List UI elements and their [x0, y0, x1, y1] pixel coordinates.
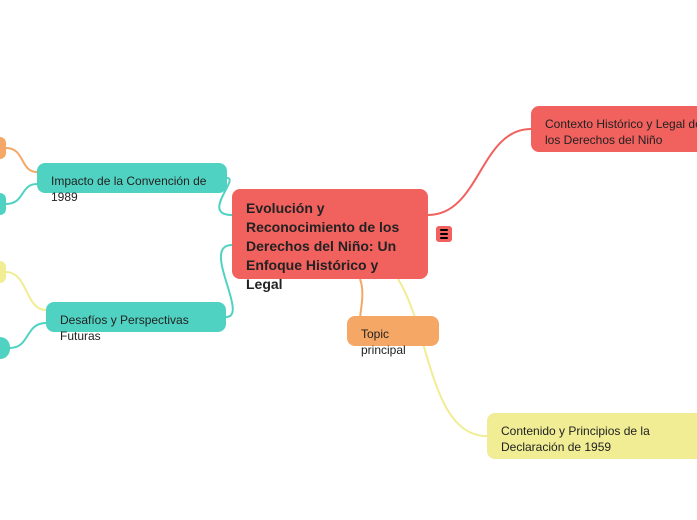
connector-desafios-e4: [10, 323, 46, 348]
node-label: Topic principal: [361, 327, 406, 357]
edge-node-2[interactable]: [0, 193, 6, 215]
connector-contexto: [428, 129, 531, 215]
edge-node-3[interactable]: [0, 261, 6, 283]
node-topic-principal[interactable]: Topic principal: [347, 316, 439, 346]
central-node[interactable]: Evolución y Reconocimiento de los Derech…: [232, 189, 428, 279]
connector-impacto-e1: [6, 148, 37, 172]
connector-desafios-e3: [6, 272, 46, 310]
node-label: Contenido y Principios de la Declaración…: [501, 424, 650, 454]
node-contenido-principios[interactable]: Contenido y Principios de la Declaración…: [487, 413, 697, 459]
note-icon-bar: [440, 233, 448, 235]
node-impacto-convencion[interactable]: Impacto de la Convención de 1989: [37, 163, 227, 193]
central-node-label: Evolución y Reconocimiento de los Derech…: [246, 200, 399, 292]
connector-impacto-e2: [6, 184, 37, 204]
mindmap-canvas: { "background": "#ffffff", "central": { …: [0, 0, 697, 520]
note-icon-bar: [440, 229, 448, 231]
connector-contenido: [398, 279, 487, 436]
edge-node-1[interactable]: [0, 137, 6, 159]
edge-node-4[interactable]: [0, 337, 10, 359]
note-icon-bar: [440, 237, 448, 239]
node-label: Desafíos y Perspectivas Futuras: [60, 313, 189, 343]
node-label: Contexto Histórico y Legal de los Derech…: [545, 117, 697, 147]
note-icon[interactable]: [436, 226, 452, 242]
node-label: Impacto de la Convención de 1989: [51, 174, 206, 204]
node-desafios[interactable]: Desafíos y Perspectivas Futuras: [46, 302, 226, 332]
node-contexto-historico[interactable]: Contexto Histórico y Legal de los Derech…: [531, 106, 697, 152]
